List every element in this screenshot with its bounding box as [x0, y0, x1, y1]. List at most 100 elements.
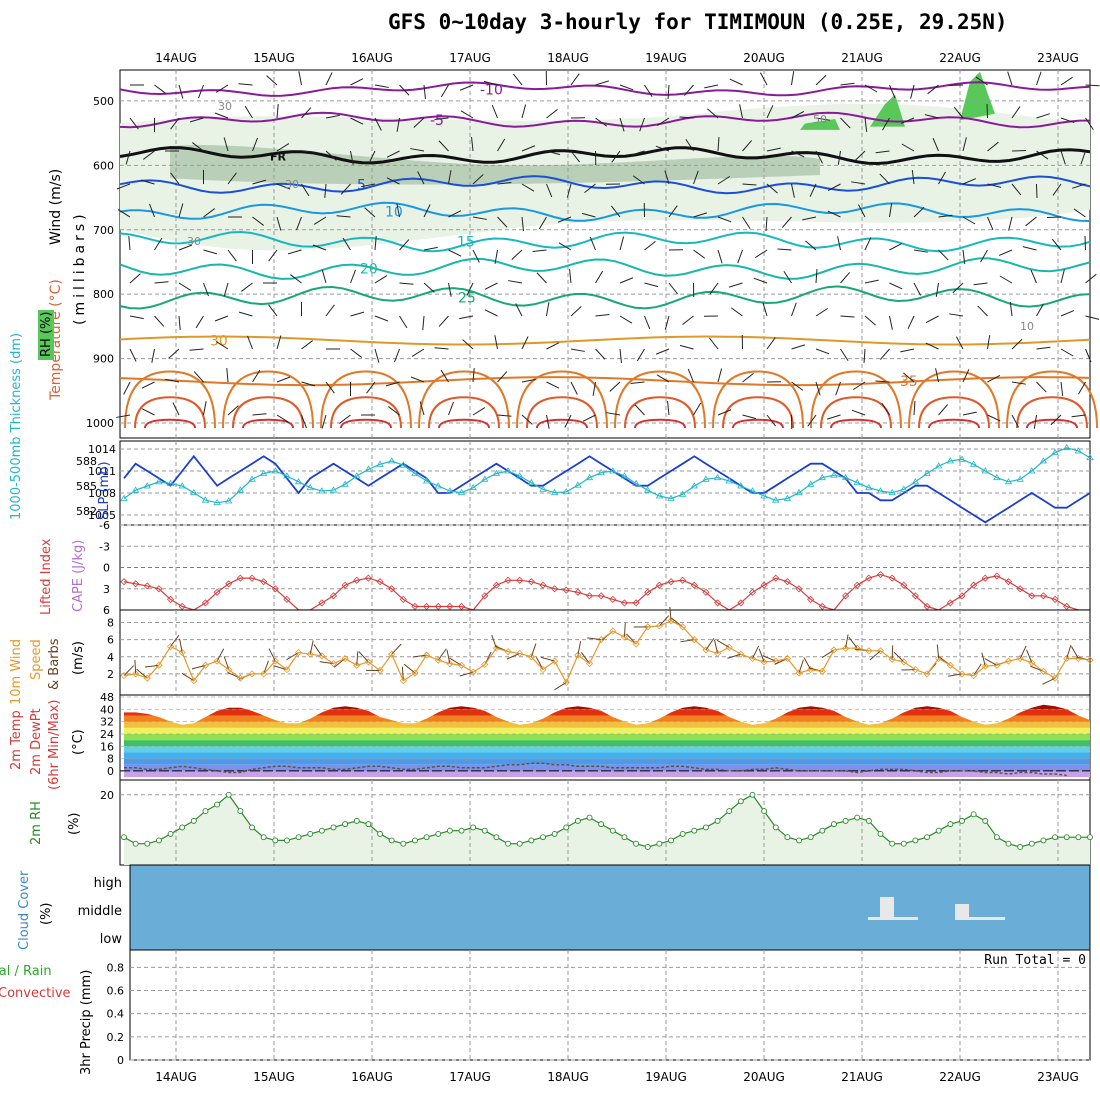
li-point [574, 588, 582, 596]
wind-barb [1085, 315, 1100, 320]
thickness-point [155, 478, 163, 485]
rh2m-point [796, 837, 802, 844]
rh2m-point [609, 827, 616, 834]
temp-band [124, 727, 1090, 734]
wind-barb [752, 645, 760, 659]
date-label-top: 18AUG [547, 51, 589, 65]
wind-barb [840, 315, 855, 318]
wind-point [271, 657, 279, 665]
wind-barb [129, 273, 141, 284]
y-tick-label: 600 [93, 159, 114, 172]
wind-barb [730, 307, 743, 317]
wind-barb [655, 145, 670, 152]
wind-point [562, 678, 570, 687]
wind-barb [783, 270, 792, 284]
wind-barb [301, 381, 316, 387]
wind-barb [214, 315, 229, 322]
wind-barb [595, 117, 608, 127]
precip-total-label: Total / Rain [0, 964, 52, 979]
isotherm-line [119, 201, 1091, 222]
wind-point [783, 654, 791, 663]
wind-barb [639, 117, 645, 132]
thickness-point [387, 457, 396, 464]
thickness-point [1028, 467, 1036, 474]
surface-isotherm [242, 418, 294, 429]
wind-frame [119, 609, 1091, 696]
wind-barb [276, 376, 291, 383]
wind-barb [448, 210, 462, 218]
rh2m-point [726, 808, 733, 815]
wind-barb [179, 638, 183, 653]
wind-barb [189, 348, 204, 351]
wind-barb [758, 648, 765, 663]
wind-barb [848, 636, 858, 649]
wind-barb [845, 634, 849, 649]
wind-barb [374, 84, 389, 88]
wind-barb [815, 348, 830, 355]
wind-barb [717, 136, 720, 152]
wind-barb [536, 272, 547, 284]
wind-barb [864, 279, 879, 284]
wind-barb [709, 282, 719, 295]
millibars-label: (millibars) [72, 210, 88, 325]
wind-barb [530, 643, 537, 657]
wind-barb [815, 268, 818, 284]
rh2m-point [365, 821, 372, 828]
wind-barb [276, 414, 290, 423]
wind-barb [962, 249, 966, 264]
wind-barb [1030, 269, 1037, 284]
wind-barb [835, 381, 841, 396]
wind-barb [203, 249, 218, 255]
wind-barb [569, 269, 572, 284]
wind-barb [998, 249, 1013, 256]
li-point [423, 602, 431, 611]
wind-barb [864, 315, 876, 326]
cloud-units: (%) [39, 903, 54, 926]
rh2m-point [516, 840, 523, 847]
temp-label-wrap: (°C) [71, 729, 86, 755]
wind-barb [766, 414, 777, 427]
temp-band [124, 764, 1090, 771]
wind-barb [399, 282, 414, 285]
upper-air-panel: 500 600 700 800 900 1000 -10 -5 FR 5 10 15 20 25 30 35 3… [38, 69, 1100, 439]
date-label-top: 14AUG [155, 51, 197, 65]
li-point [842, 592, 850, 600]
rh2m-point [1005, 840, 1012, 847]
wind-point [1016, 654, 1024, 663]
wind-barb [123, 665, 135, 676]
wind-barb [333, 658, 346, 668]
wind-barb [1060, 269, 1065, 284]
temp-tick-label: 16 [100, 740, 114, 753]
wind-barb [546, 108, 558, 119]
rh2m-point [132, 840, 139, 847]
rh2m-point [551, 830, 558, 837]
rh2m-point [749, 791, 756, 798]
cloud-low-bar [955, 917, 1005, 920]
wind-barb [889, 315, 893, 330]
isotherm-label: 25 [458, 290, 476, 306]
wind-barb [1019, 645, 1027, 659]
isotherm-label: 10 [385, 205, 403, 221]
cloud-label-wrap: Cloud Cover [17, 870, 32, 950]
date-label-top: 23AUG [1037, 51, 1079, 65]
wind-barb [521, 183, 535, 192]
wind-barb [791, 71, 795, 86]
date-label-top: 20AUG [743, 51, 785, 65]
surface-isotherm [928, 418, 980, 429]
wind-barb [301, 107, 312, 119]
wind-barb [827, 210, 841, 218]
wind-barb [1036, 113, 1050, 119]
rh2m-point [586, 814, 593, 821]
surface-isotherm [830, 418, 882, 429]
wind-barb [781, 216, 792, 228]
rh2m-point [982, 817, 989, 824]
wind-barb [791, 381, 804, 391]
precip-tick-label: 0.8 [107, 961, 125, 974]
rh2m-point [621, 834, 628, 841]
wind-barb [766, 337, 776, 350]
wind-barb [1051, 238, 1062, 251]
date-label-top: 16AUG [351, 51, 393, 65]
y-tick-label: 500 [93, 95, 114, 108]
wind-barb [739, 104, 743, 119]
